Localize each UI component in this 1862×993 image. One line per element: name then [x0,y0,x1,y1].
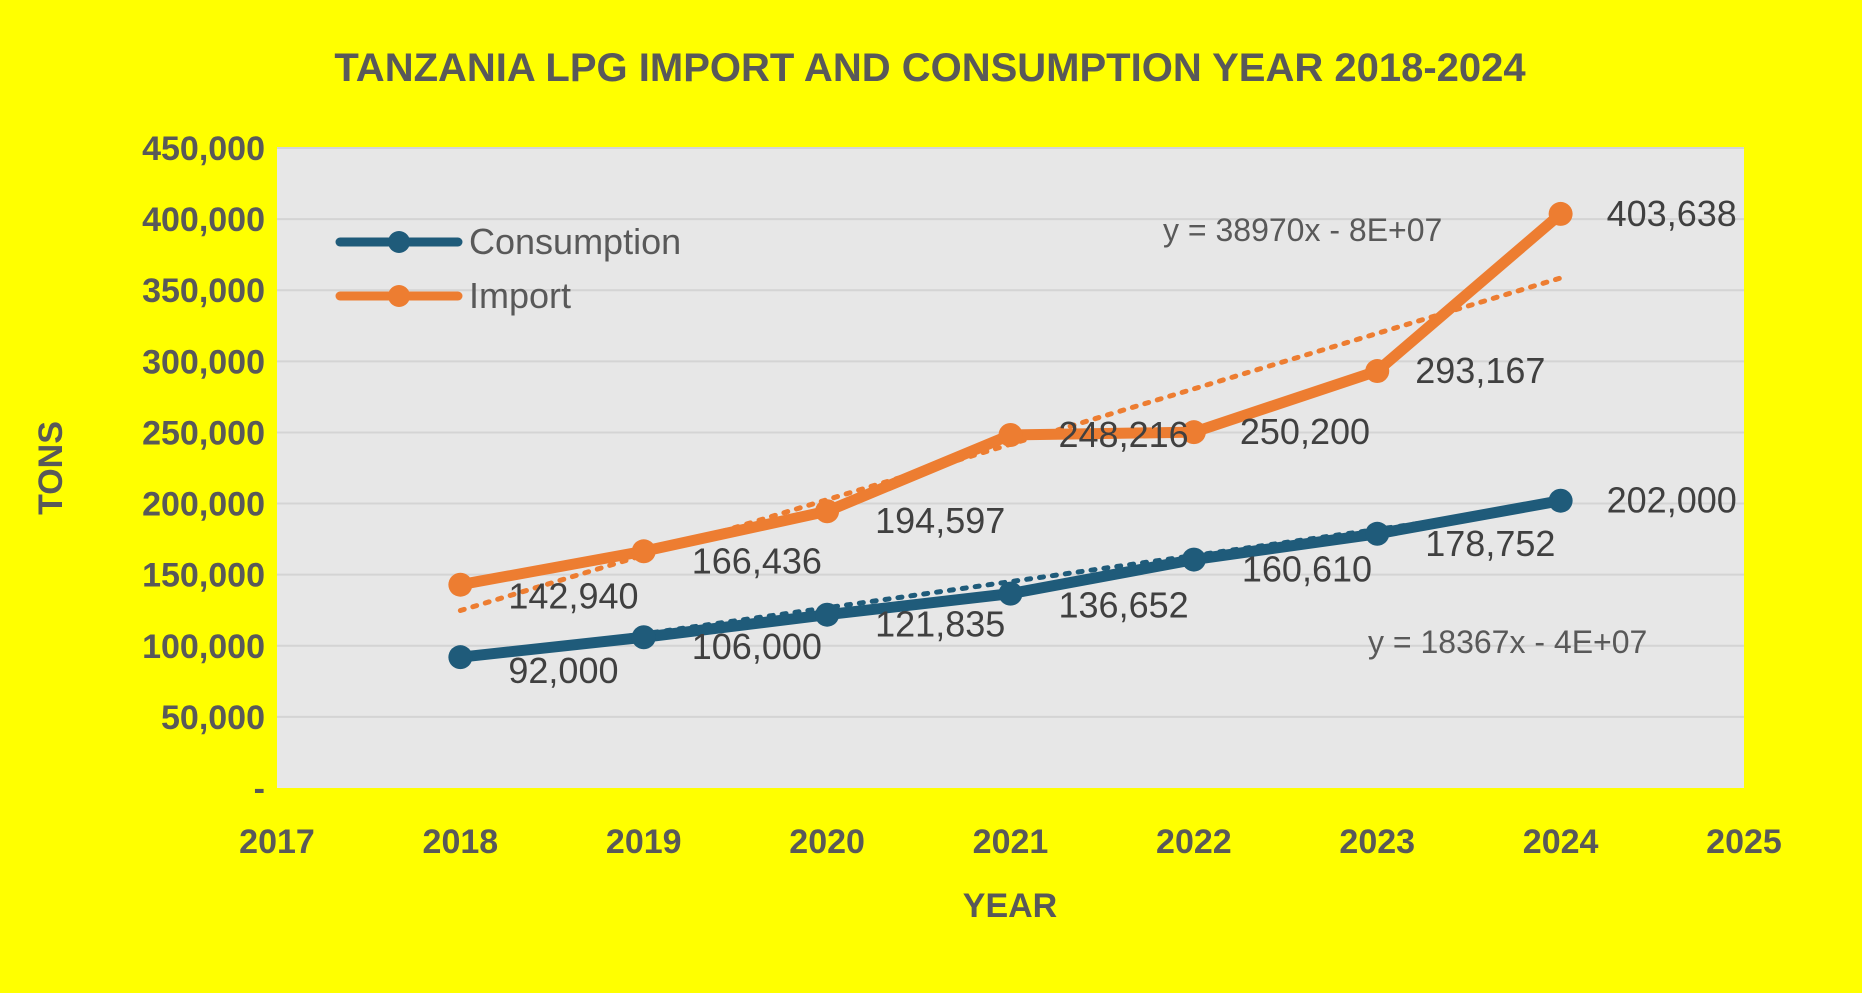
data-label-consumption: 178,752 [1425,523,1555,564]
legend-label-import: Import [469,275,571,316]
y-tick-label: 50,000 [161,699,265,737]
legend-marker-consumption [388,231,410,253]
legend-label-consumption: Consumption [469,221,681,262]
data-point-import [631,539,656,564]
y-tick-label: 100,000 [142,628,265,666]
data-label-consumption: 160,610 [1242,549,1372,590]
x-tick-label: 2021 [973,823,1049,861]
y-tick-label: 150,000 [142,557,265,595]
trendline-equation-consumption: y = 18367x - 4E+07 [1368,624,1647,660]
y-tick-label: 300,000 [142,343,265,381]
legend-marker-import [388,285,410,307]
data-labels: 92,000 106,000 121,835 136,652 160,610 178,75… [508,193,1736,691]
y-tick-label: 200,000 [142,486,265,524]
data-point-consumption [815,602,840,627]
data-label-import: 250,200 [1240,411,1370,452]
data-label-consumption: 92,000 [508,650,618,691]
chart-title: TANZANIA LPG IMPORT AND CONSUMPTION YEAR… [334,46,1526,90]
y-tick-label: 450,000 [142,130,265,168]
x-tick-label: 2020 [789,823,865,861]
x-tick-label: 2023 [1339,823,1415,861]
y-axis-title: TONS [32,421,70,515]
x-axis-title: YEAR [963,887,1057,925]
trendline-equation-import: y = 38970x - 8E+07 [1163,212,1442,248]
data-label-consumption: 202,000 [1607,480,1737,521]
data-label-import: 166,436 [692,540,822,581]
y-tick-label: 400,000 [142,201,265,239]
data-point-consumption [1548,488,1573,513]
data-label-import: 194,597 [875,500,1005,541]
data-point-import [815,499,840,524]
data-label-import: 142,940 [508,576,638,617]
data-label-import: 248,216 [1059,414,1189,455]
y-axis-ticks: - 50,000 100,000 150,000 200,000 250,000 300,0… [142,130,265,808]
data-label-consumption: 106,000 [692,626,822,667]
data-point-import [1181,420,1206,445]
x-tick-label: 2017 [239,823,315,861]
y-tick-label: 350,000 [142,272,265,310]
x-tick-label: 2019 [606,823,682,861]
data-point-consumption [631,625,656,650]
data-label-import: 403,638 [1607,193,1737,234]
data-point-consumption [1365,521,1390,546]
data-point-import [1365,359,1390,384]
x-tick-label: 2024 [1523,823,1599,861]
data-point-consumption [998,581,1023,606]
data-point-import [1548,201,1573,226]
x-tick-label: 2018 [423,823,499,861]
x-axis-ticks: 2017 2018 2019 2020 2021 2022 2023 2024 2025 [239,823,1782,861]
data-label-consumption: 136,652 [1059,585,1189,626]
plot-area [277,148,1744,788]
data-point-import [448,572,473,597]
series [448,201,1573,670]
data-point-consumption [1181,547,1206,572]
x-tick-label: 2025 [1706,823,1782,861]
data-label-import: 293,167 [1415,350,1545,391]
y-tick-label: 250,000 [142,414,265,452]
data-point-import [998,422,1023,447]
legend: Consumption Import [335,221,681,316]
y-tick-label: - [254,770,265,808]
data-label-consumption: 121,835 [875,604,1005,645]
gridlines [277,147,1744,718]
x-tick-label: 2022 [1156,823,1232,861]
data-point-consumption [448,645,473,670]
